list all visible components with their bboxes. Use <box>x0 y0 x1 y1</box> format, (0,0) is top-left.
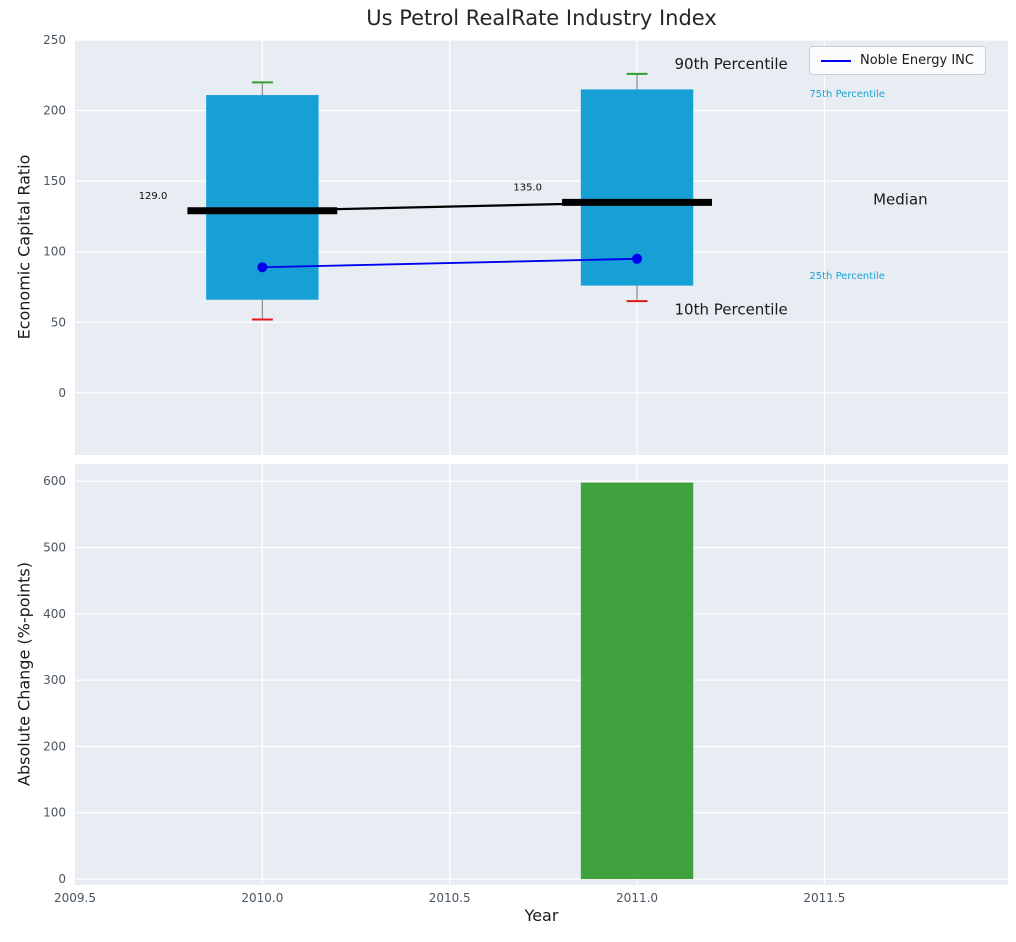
annotation-25th-percentile: 25th Percentile <box>809 271 885 282</box>
y-tick-label: 500 <box>43 541 66 555</box>
company-point <box>632 253 643 264</box>
x-axis-label: Year <box>524 906 559 925</box>
y-tick-label: 250 <box>43 33 66 47</box>
annotation-10th-percentile: 10th Percentile <box>675 301 788 319</box>
y-tick-label: 300 <box>43 673 66 687</box>
y-tick-label: 100 <box>43 806 66 820</box>
median-value-label: 135.0 <box>513 182 542 193</box>
y-tick-label: 200 <box>43 104 66 118</box>
top-y-axis-label: Economic Capital Ratio <box>14 154 34 340</box>
y-tick-label: 600 <box>43 474 66 488</box>
y-tick-label: 0 <box>58 386 66 400</box>
bottom-y-axis-label: Absolute Change (%-points) <box>14 562 34 786</box>
chart-title: Us Petrol RealRate Industry Index <box>366 6 717 30</box>
y-tick-label: 400 <box>43 607 66 621</box>
y-tick-label: 0 <box>58 872 66 886</box>
y-tick-label: 100 <box>43 245 66 259</box>
y-tick-label: 150 <box>43 174 66 188</box>
median-value-label: 129.0 <box>139 191 168 202</box>
annotation-median: Median <box>873 191 928 209</box>
x-tick-label: 2011.5 <box>803 891 845 905</box>
legend: Noble Energy INC <box>809 46 986 75</box>
company-point <box>257 262 268 273</box>
x-tick-label: 2009.5 <box>54 891 96 905</box>
annotation-90th-percentile: 90th Percentile <box>675 55 788 73</box>
company-line <box>262 257 638 269</box>
x-tick-label: 2010.0 <box>241 891 283 905</box>
y-tick-label: 200 <box>43 739 66 753</box>
y-tick-label: 50 <box>51 315 66 329</box>
x-tick-label: 2010.5 <box>429 891 471 905</box>
legend-label: Noble Energy INC <box>860 53 974 68</box>
x-tick-label: 2011.0 <box>616 891 658 905</box>
interquartile-box <box>580 89 694 286</box>
legend-line-sample <box>821 59 851 62</box>
change-bar <box>580 482 694 880</box>
panel-background <box>75 464 1008 885</box>
annotation-75th-percentile: 75th Percentile <box>809 89 885 100</box>
